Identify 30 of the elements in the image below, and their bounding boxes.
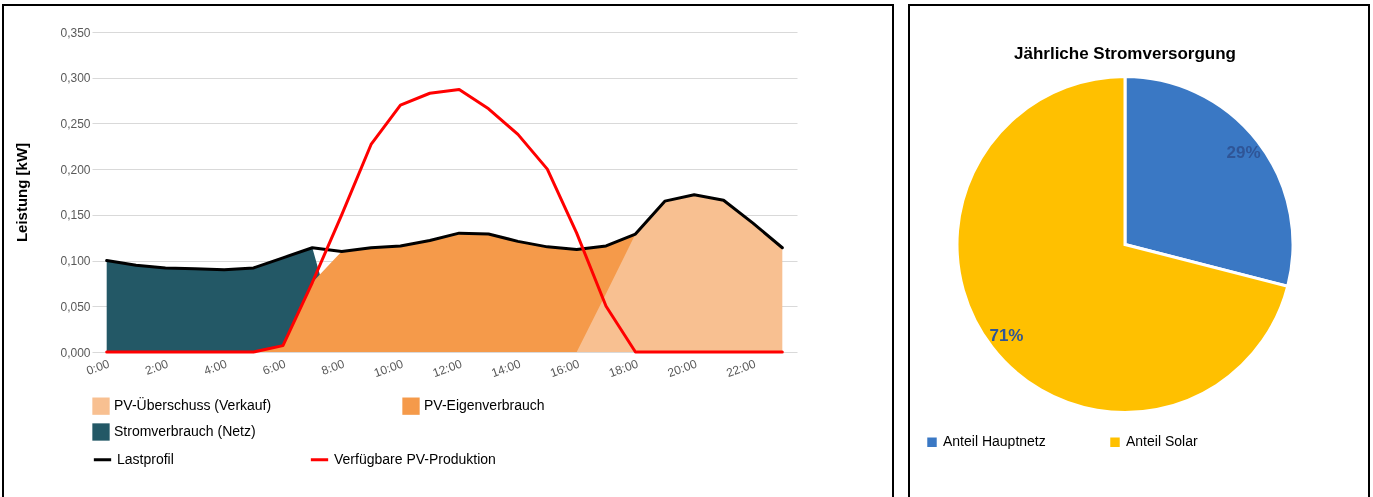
x-tick-label: 16:00 xyxy=(548,356,582,381)
x-tick-label: 6:00 xyxy=(260,356,288,378)
y-tick-label: 0,350 xyxy=(60,25,91,40)
y-tick-label: 0,050 xyxy=(60,299,91,314)
x-tick-label: 18:00 xyxy=(607,356,641,381)
line-series xyxy=(105,193,784,272)
x-tick-label: 10:00 xyxy=(372,356,406,381)
y-axis-title: Leistung [kW] xyxy=(13,142,31,243)
y-tick-label: 0,300 xyxy=(60,71,91,86)
y-tick-label: 0,200 xyxy=(60,162,91,177)
legend-label: Verfügbare PV-Produktion xyxy=(334,450,496,467)
x-tick-label: 22:00 xyxy=(724,356,758,381)
legend-label: Anteil Hauptnetz xyxy=(943,433,1046,450)
x-tick-label: 14:00 xyxy=(489,356,523,381)
y-tick-label: 0,150 xyxy=(60,208,91,223)
legend-label: PV-Überschuss (Verkauf) xyxy=(114,396,272,414)
x-tick-label: 2:00 xyxy=(143,356,171,378)
legend-label: Stromverbrauch (Netz) xyxy=(114,423,256,439)
legend-label: PV-Eigenverbrauch xyxy=(424,397,545,414)
chart-title: Jährliche Stromversorgung xyxy=(1013,43,1237,63)
x-tick-label: 8:00 xyxy=(319,356,347,378)
x-tick-label: 20:00 xyxy=(665,356,700,381)
legend-label: Anteil Solar xyxy=(1126,433,1198,450)
x-tick-label: 4:00 xyxy=(202,356,230,378)
legend-label: Lastprofil xyxy=(117,450,174,467)
x-tick-label: 12:00 xyxy=(430,356,465,381)
line-series xyxy=(105,88,784,354)
y-tick-label: 0,250 xyxy=(60,116,91,131)
y-tick-label: 0,100 xyxy=(60,254,91,269)
data-label: 71% xyxy=(989,326,1024,346)
